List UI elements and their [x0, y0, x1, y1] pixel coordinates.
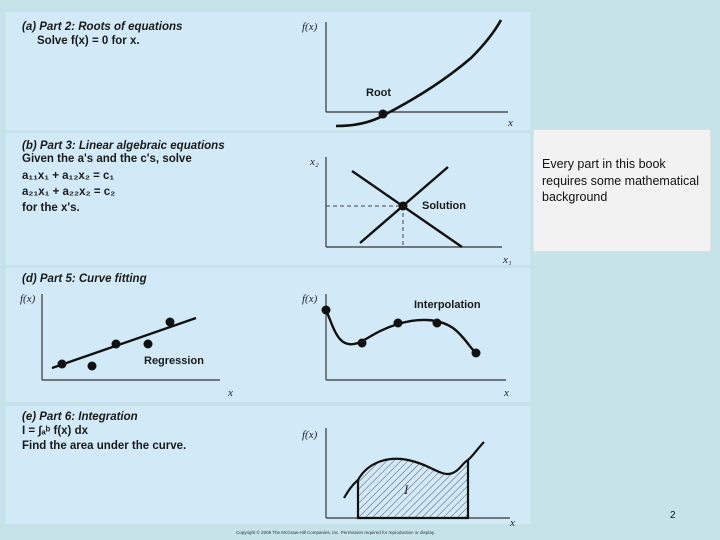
panel-linear-line1: Given the a's and the c's, solve — [22, 153, 192, 165]
data-point — [321, 305, 331, 315]
part-label: (d) — [22, 273, 37, 285]
integration-ylabel: f(x) — [302, 429, 318, 441]
solution-point — [398, 201, 408, 211]
part-title: Part 6: Integration — [39, 411, 138, 423]
page-number: 2 — [670, 510, 676, 521]
regression-annotation: Regression — [144, 355, 204, 367]
roots-annotation: Root — [366, 87, 391, 99]
panel-integration-heading: (e) Part 6: Integration — [22, 410, 138, 424]
root-point — [378, 109, 388, 119]
data-point — [111, 339, 121, 349]
part-label: (a) — [22, 21, 37, 33]
note-box: Every part in this book requires some ma… — [534, 130, 710, 251]
part-label: (e) — [22, 411, 37, 423]
interpolation-annotation: Interpolation — [414, 299, 481, 311]
linear-ylabel: x₂ — [309, 156, 319, 168]
part-label: (b) — [22, 140, 37, 152]
part-title: Part 2: Roots of equations — [39, 21, 183, 33]
panel-integration-line2: Find the area under the curve. — [22, 440, 187, 452]
panel-roots: (a) Part 2: Roots of equations Solve f(x… — [6, 12, 530, 130]
regression-ylabel: f(x) — [20, 293, 36, 305]
panel-linear-heading: (b) Part 3: Linear algebraic equations — [22, 139, 225, 153]
linear-graph: x₂ x₁ Solution — [309, 156, 512, 266]
note-text: Every part in this book requires some ma… — [542, 157, 700, 204]
integration-graph: f(x) x I — [302, 428, 515, 529]
roots-graph: f(x) x Root — [302, 19, 513, 129]
part-title: Part 5: Curve fitting — [39, 273, 147, 285]
linear-xlabel: x₁ — [502, 254, 512, 266]
panel-linear-line2: for the x's. — [22, 202, 80, 214]
integral-formula: I = ∫ₐᵇ f(x) dx — [22, 425, 88, 437]
interpolation-ylabel: f(x) — [302, 293, 318, 305]
integration-annotation: I — [403, 482, 409, 497]
equation-2: a₂₁x₁ + a₂₂x₂ = c₂ — [22, 186, 116, 198]
interpolation-graph: f(x) x Interpolation — [302, 293, 509, 399]
copyright-notice: Copyright © 2006 The McGraw-Hill Compani… — [236, 530, 435, 535]
data-point — [357, 338, 367, 348]
data-point — [143, 339, 153, 349]
data-point — [57, 359, 67, 369]
regression-graph: f(x) x Regression — [20, 293, 233, 399]
data-point — [432, 318, 442, 328]
data-point — [393, 318, 403, 328]
data-point — [165, 317, 175, 327]
regression-xlabel: x — [227, 387, 233, 399]
panel-curve-fitting: (d) Part 5: Curve fitting f(x) x Regress… — [6, 268, 530, 402]
panel-curve-heading: (d) Part 5: Curve fitting — [22, 272, 147, 286]
interpolation-xlabel: x — [503, 387, 509, 399]
linear-annotation: Solution — [422, 200, 466, 212]
part-title: Part 3: Linear algebraic equations — [39, 140, 225, 152]
data-point — [87, 361, 97, 371]
panel-integration: (e) Part 6: Integration I = ∫ₐᵇ f(x) dx … — [6, 406, 530, 529]
panel-roots-instruction: Solve f(x) = 0 for x. — [37, 35, 140, 47]
panel-roots-heading: (a) Part 2: Roots of equations — [22, 20, 182, 34]
panel-linear: (b) Part 3: Linear algebraic equations G… — [6, 133, 530, 266]
equation-1: a₁₁x₁ + a₁₂x₂ = c₁ — [22, 170, 115, 182]
integration-xlabel: x — [509, 517, 515, 529]
roots-ylabel: f(x) — [302, 21, 318, 33]
roots-xlabel: x — [507, 117, 513, 129]
data-point — [471, 348, 481, 358]
